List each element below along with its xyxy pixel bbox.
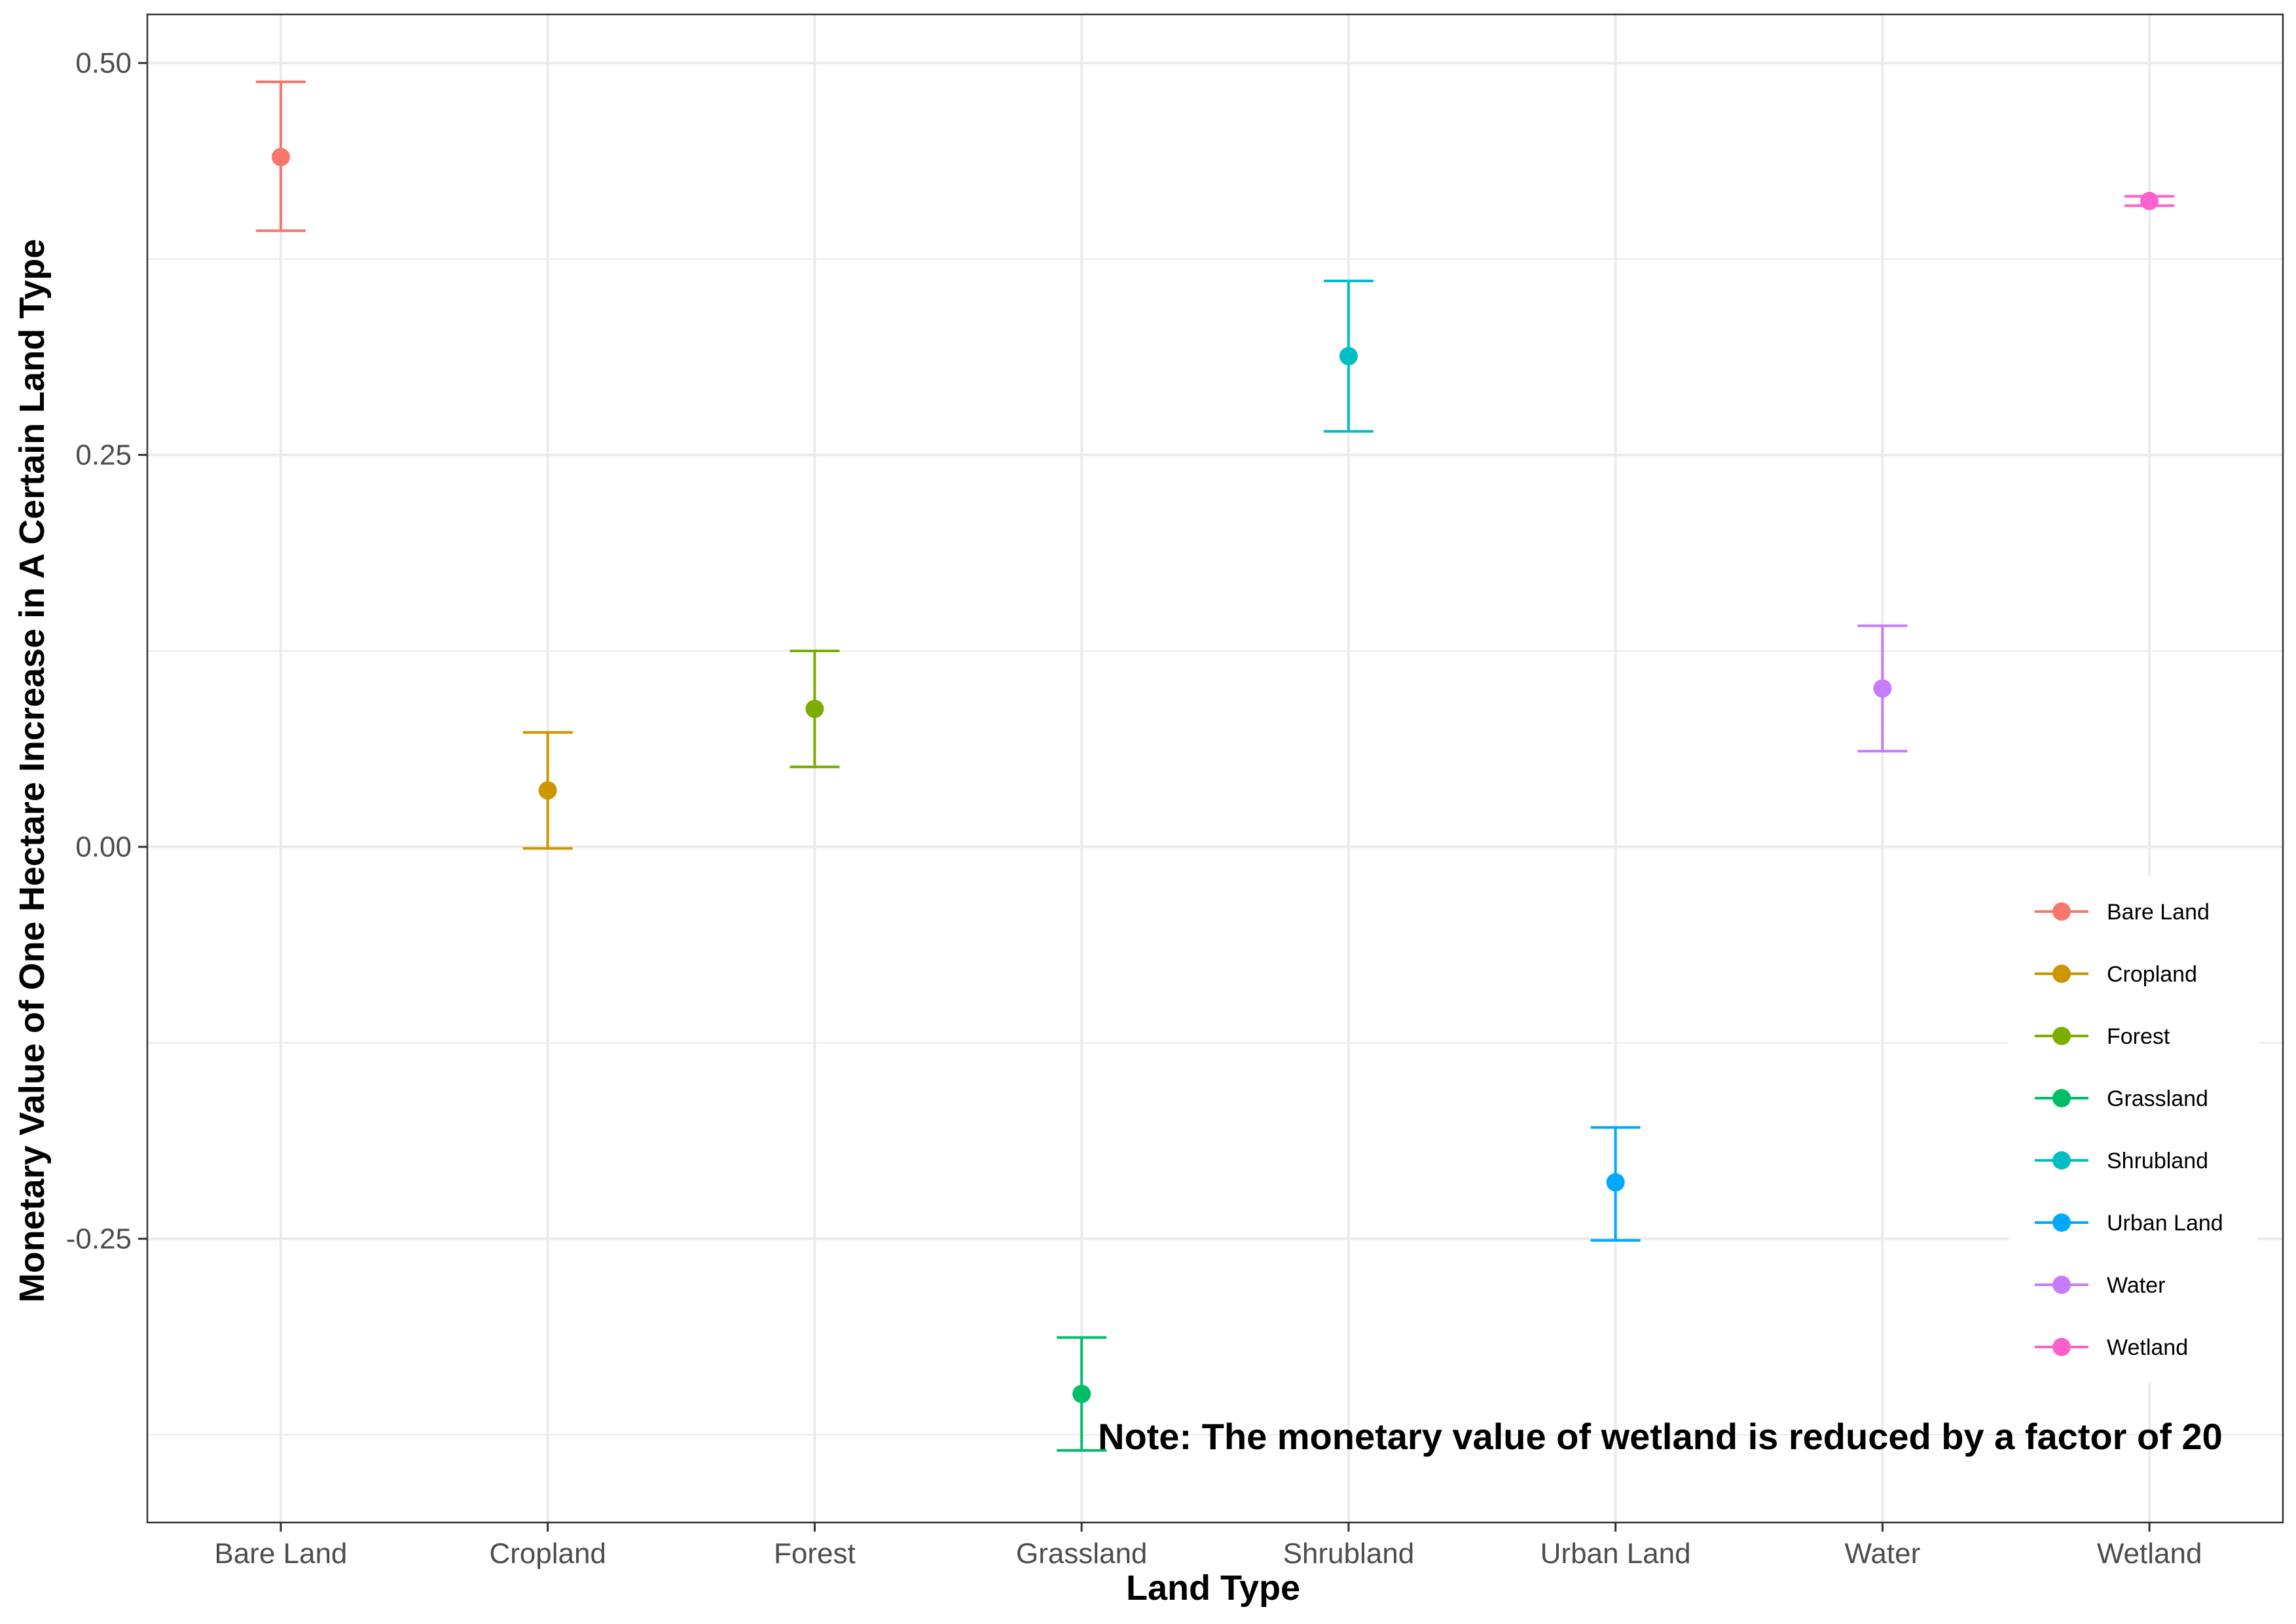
legend-key-point (2052, 1338, 2071, 1356)
legend-key-point (2052, 1151, 2071, 1170)
grid-lines (147, 14, 2283, 1522)
x-axis-title: Land Type (1126, 1568, 1300, 1608)
legend-label: Shrubland (2107, 1149, 2208, 1173)
y-tick-label: 0.00 (75, 831, 132, 863)
y-tick-label: 0.50 (75, 47, 132, 79)
legend-background (2009, 876, 2257, 1383)
error-bar-group (790, 649, 840, 769)
x-tick-label: Bare Land (214, 1538, 347, 1570)
legend-label: Forest (2107, 1024, 2170, 1049)
error-bar-group (1590, 1126, 1641, 1242)
legend-label: Cropland (2107, 962, 2197, 987)
data-point (538, 781, 557, 800)
legend-key-point (2052, 1276, 2071, 1294)
data-point (805, 699, 824, 718)
error-bar-group (1323, 279, 1374, 433)
legend: Bare Land Cropland Forest Grassland Shrublan… (2009, 876, 2257, 1383)
data-point (1072, 1384, 1091, 1403)
y-axis-ticks: -0.25 0.00 0.25 0.50 (66, 47, 147, 1255)
x-tick-label: Grassland (1016, 1538, 1148, 1570)
legend-label: Water (2107, 1273, 2165, 1298)
legend-label: Bare Land (2107, 900, 2210, 925)
legend-label: Grassland (2107, 1086, 2208, 1111)
data-marks (255, 80, 2175, 1452)
x-tick-label: Water (1845, 1538, 1921, 1570)
y-axis-title: Monetary Value of One Hectare Increase i… (12, 239, 52, 1302)
data-point (1873, 679, 1892, 698)
wetland-note-annotation: Note: The monetary value of wetland is r… (1098, 1416, 2223, 1457)
x-tick-label: Wetland (2097, 1538, 2202, 1570)
error-bar-group (255, 80, 306, 232)
x-tick-label: Forest (774, 1538, 856, 1570)
y-tick-label: 0.25 (75, 439, 132, 471)
plot-panel-border (146, 13, 2284, 1524)
legend-key-point (2052, 1089, 2071, 1107)
legend-key-point (2052, 1027, 2071, 1045)
error-bar-group (1857, 624, 1908, 753)
legend-label: Urban Land (2107, 1211, 2223, 1236)
legend-key-point (2052, 965, 2071, 983)
legend-label: Wetland (2107, 1335, 2188, 1360)
data-point (2140, 191, 2159, 210)
data-point (1339, 346, 1358, 365)
x-tick-label: Cropland (489, 1538, 606, 1570)
x-tick-label: Shrubland (1283, 1538, 1415, 1570)
error-bar-group (522, 731, 573, 850)
data-point (271, 147, 290, 166)
x-tick-label: Urban Land (1540, 1538, 1691, 1570)
x-axis-ticks: Bare Land Cropland Forest Grassland Shrublan… (214, 1522, 2202, 1570)
legend-key-point (2052, 902, 2071, 921)
y-tick-label: -0.25 (66, 1223, 132, 1255)
legend-key-point (2052, 1213, 2071, 1232)
error-bar-group (2124, 191, 2175, 210)
error-bar-group (1057, 1336, 1107, 1452)
data-point (1606, 1173, 1625, 1192)
